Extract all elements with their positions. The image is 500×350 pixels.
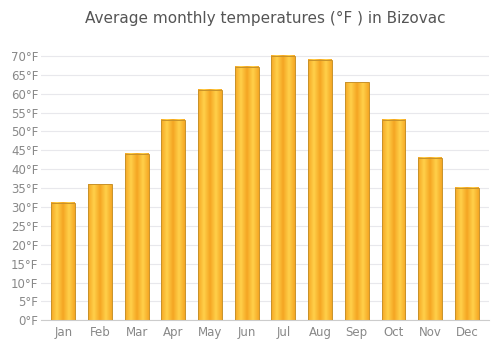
Bar [345, 82, 368, 320]
Bar [418, 158, 442, 320]
Bar [124, 154, 148, 320]
Bar [52, 203, 75, 320]
Bar [198, 90, 222, 320]
Bar [455, 188, 479, 320]
Title: Average monthly temperatures (°F ) in Bizovac: Average monthly temperatures (°F ) in Bi… [85, 11, 446, 26]
Bar [272, 56, 295, 320]
Bar [88, 184, 112, 320]
Bar [235, 67, 258, 320]
Bar [162, 120, 186, 320]
Bar [382, 120, 406, 320]
Bar [308, 60, 332, 320]
